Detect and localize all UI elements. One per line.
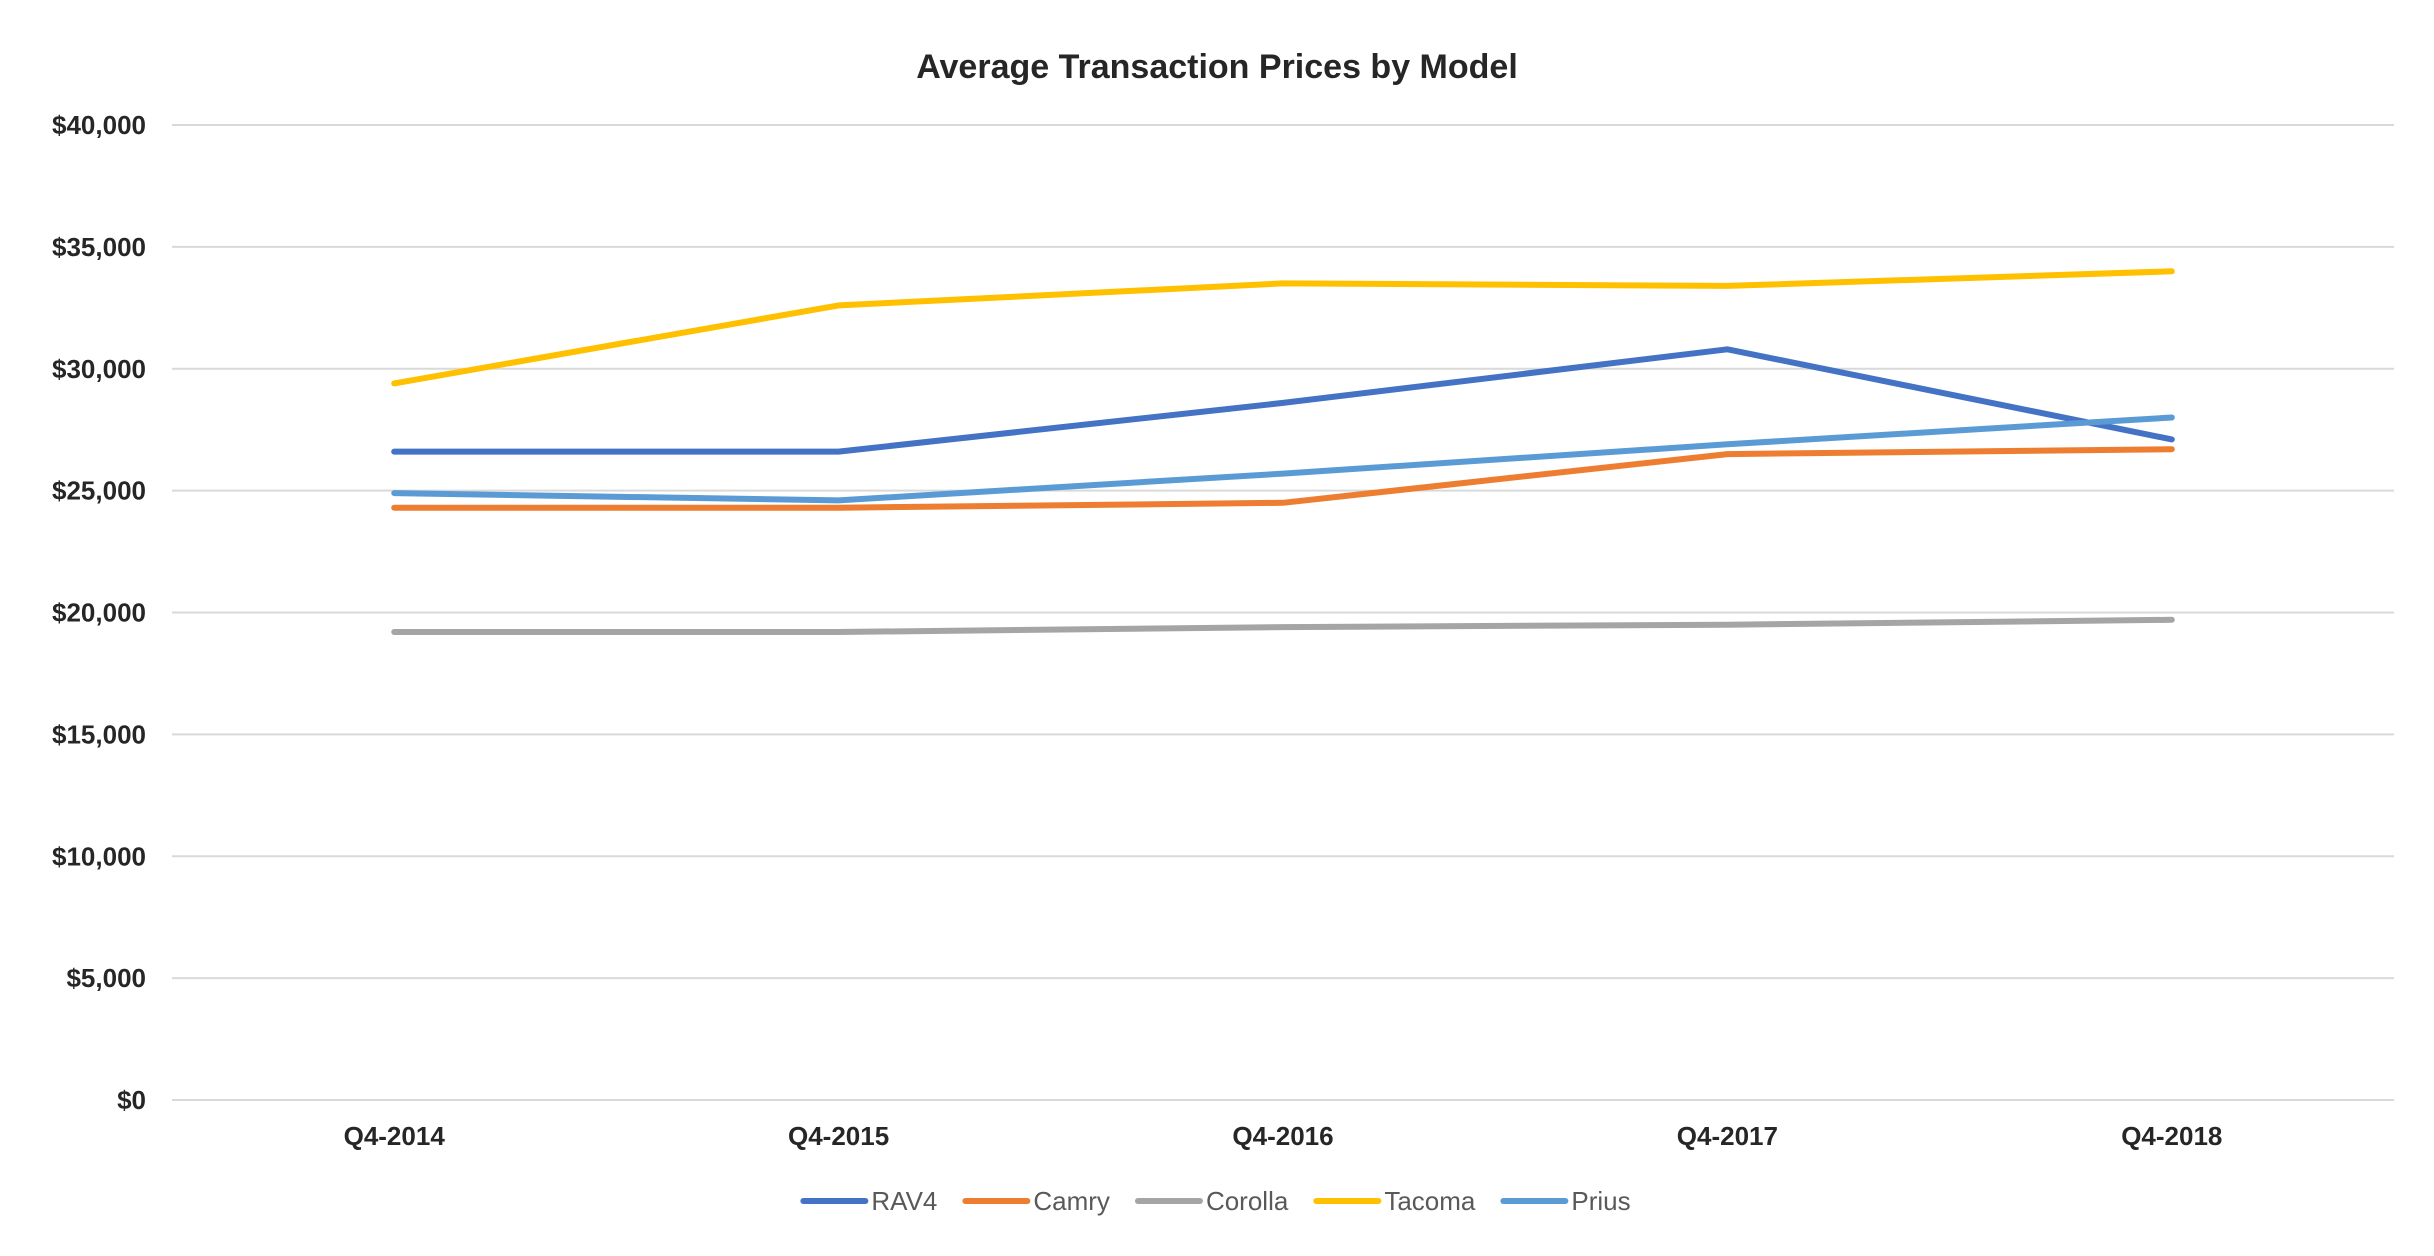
y-tick-label: $0 — [117, 1085, 146, 1115]
y-tick-label: $35,000 — [52, 232, 146, 262]
y-tick-label: $40,000 — [52, 110, 146, 140]
legend-label: Prius — [1571, 1186, 1630, 1216]
series-line-tacoma — [391, 268, 2175, 387]
x-tick-label: Q4-2018 — [2121, 1121, 2222, 1151]
series-line-corolla — [391, 616, 2175, 635]
x-tick-label: Q4-2017 — [1677, 1121, 1778, 1151]
x-axis-ticks: Q4-2014 Q4-2015 Q4-2016 Q4-2017 Q4-2018 — [344, 1121, 2223, 1151]
legend-label: RAV4 — [871, 1186, 937, 1216]
series-line-rav4 — [391, 346, 2175, 455]
y-tick-label: $30,000 — [52, 354, 146, 384]
y-axis-ticks: $0 $5,000 $10,000 $15,000 $20,000 $25,000 $30,… — [52, 110, 146, 1115]
legend-label: Camry — [1033, 1186, 1110, 1216]
series-line-camry — [391, 446, 2175, 511]
legend-label: Tacoma — [1384, 1186, 1476, 1216]
chart-title: Average Transaction Prices by Model — [916, 48, 1518, 86]
y-tick-label: $10,000 — [52, 841, 146, 871]
x-tick-label: Q4-2014 — [344, 1121, 446, 1151]
legend: RAV4 Camry Corolla Tacoma Prius — [800, 1186, 1631, 1216]
legend-label: Corolla — [1206, 1186, 1289, 1216]
y-tick-label: $15,000 — [52, 719, 146, 749]
series-lines — [391, 268, 2175, 635]
series-line-prius — [391, 414, 2175, 504]
gridlines — [172, 124, 2394, 1101]
x-tick-label: Q4-2015 — [788, 1121, 889, 1151]
y-tick-label: $5,000 — [66, 963, 146, 993]
y-tick-label: $25,000 — [52, 476, 146, 506]
x-tick-label: Q4-2016 — [1232, 1121, 1333, 1151]
y-tick-label: $20,000 — [52, 598, 146, 628]
